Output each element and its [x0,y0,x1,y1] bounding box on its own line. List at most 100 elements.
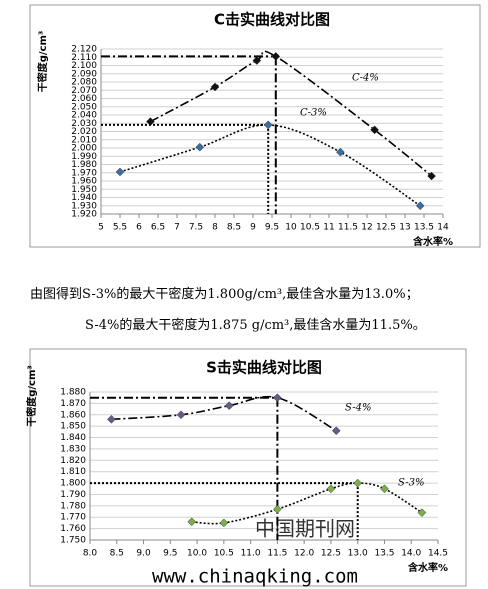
x-tick-label: 11 [323,223,334,233]
x-tick-label: 11.5 [338,223,358,233]
series-label: C-4% [352,73,379,84]
x-tick-label: 9.5 [163,549,177,559]
y-tick-label: 1.930 [71,201,97,211]
x-tick-label: 9 [250,223,256,233]
paragraph: S-4%的最大干密度为1.875 g/cm³,最佳含水量为11.5%。 [85,318,426,333]
x-tick-label: 13.0 [348,549,368,559]
series-line [150,50,433,177]
chart-frame [29,4,481,248]
y-axis-label: 干密度g/cm³ [25,365,38,427]
x-tick-label: 12.5 [321,549,341,559]
chart-frame [29,348,467,587]
y-tick-label: 1.970 [71,168,97,178]
data-point [252,56,262,65]
chart-title: C击实曲线对比图 [214,11,330,29]
y-tick-label: 2.000 [71,144,97,154]
y-tick-label: 1.960 [71,177,97,187]
y-tick-label: 1.950 [71,185,97,195]
y-tick-label: 2.090 [71,69,97,79]
y-tick-label: 1.750 [60,536,86,546]
x-tick-label: 8.0 [83,549,98,559]
y-tick-label: 1.980 [71,160,97,170]
data-point [187,517,197,527]
y-tick-label: 1.860 [60,410,86,420]
x-tick-label: 11.5 [267,549,287,559]
watermark: www.chinaqking.com [152,566,358,588]
y-tick-label: 2.020 [71,127,97,137]
x-tick-label: 13 [399,223,410,233]
data-point [427,171,436,181]
x-tick-label: 11.0 [241,549,261,559]
y-tick-label: 2.110 [71,53,97,63]
data-point [273,393,282,403]
x-tick-label: 9.0 [136,549,151,559]
data-point [115,167,125,177]
y-tick-label: 1.880 [60,388,86,398]
x-tick-label: 12.5 [376,223,396,233]
y-tick-label: 2.080 [71,78,97,88]
data-point [370,125,379,135]
y-tick-label: 1.760 [60,524,86,534]
series-label: C-3% [300,108,327,119]
data-point [417,508,427,518]
data-point [273,504,282,514]
data-point [210,82,220,92]
y-tick-label: 1.820 [60,456,86,466]
x-tick-label: 7.5 [189,223,203,233]
data-point [353,478,363,488]
x-tick-label: 12 [361,223,372,233]
watermark: 中国期刊网 [255,517,355,541]
x-tick-label: 8.5 [227,223,241,233]
data-point [326,484,336,494]
y-tick-label: 2.070 [71,86,97,96]
x-axis-label: 含水率% [408,561,448,574]
y-tick-label: 2.040 [71,111,97,121]
y-tick-label: 1.800 [60,479,86,489]
paragraph: 由图得到S-3%的最大干密度为1.800g/cm³,最佳含水量为13.0%； [30,287,419,302]
y-tick-label: 2.100 [71,61,97,71]
y-tick-label: 1.850 [60,422,86,432]
x-tick-label: 12.0 [294,549,314,559]
x-tick-label: 6.5 [151,223,165,233]
y-tick-label: 2.030 [71,119,97,129]
x-tick-label: 14.0 [401,549,421,559]
y-tick-label: 2.010 [71,135,97,145]
data-point [195,142,205,152]
x-tick-label: 14.5 [428,549,448,559]
y-tick-label: 2.060 [71,94,97,104]
x-tick-label: 10.5 [300,223,320,233]
y-tick-label: 1.790 [60,490,86,500]
y-tick-label: 1.870 [60,399,86,409]
y-tick-label: 1.770 [60,513,86,523]
chart-title: S击实曲线对比图 [206,359,322,377]
y-tick-label: 1.810 [60,467,86,477]
data-point [224,401,234,411]
y-tick-label: 2.120 [71,45,97,55]
x-tick-label: 10.0 [187,549,207,559]
y-tick-label: 1.830 [60,444,86,454]
y-tick-label: 1.940 [71,193,97,203]
x-tick-label: 5.5 [113,223,127,233]
y-tick-label: 1.920 [71,210,97,220]
data-point [415,201,425,211]
x-tick-label: 13.5 [374,549,394,559]
data-point [331,426,341,436]
y-axis-label: 干密度g/cm³ [36,31,49,93]
data-point [176,410,186,420]
x-tick-label: 9.5 [265,223,279,233]
x-tick-label: 13.5 [414,223,434,233]
data-point [219,518,229,528]
x-axis-label: 含水率% [413,235,453,248]
series-label: S-4% [345,403,371,414]
x-tick-label: 8.5 [110,549,124,559]
x-tick-label: 10 [285,223,297,233]
data-point [263,120,273,130]
x-tick-label: 8 [212,223,218,233]
series-label: S-3% [398,478,424,489]
y-tick-label: 2.050 [71,102,97,112]
x-tick-label: 7 [174,223,180,233]
y-tick-label: 1.990 [71,152,97,162]
x-tick-label: 6 [136,223,142,233]
